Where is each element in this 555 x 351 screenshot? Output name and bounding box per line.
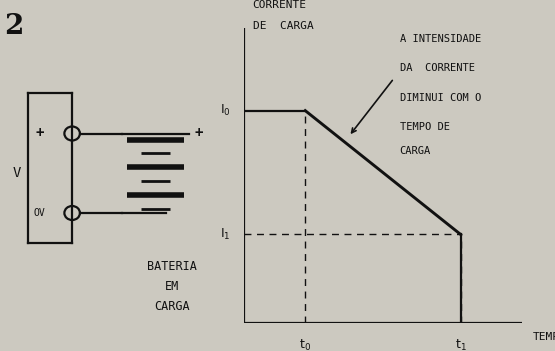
Text: CARGA: CARGA <box>154 299 190 312</box>
Text: EM: EM <box>165 279 179 292</box>
Text: CORRENTE: CORRENTE <box>253 0 306 11</box>
Text: DE  CARGA: DE CARGA <box>253 21 313 31</box>
Text: I$_0$: I$_0$ <box>220 103 230 118</box>
Text: TEMPO: TEMPO <box>533 332 555 342</box>
Text: A INTENSIDADE: A INTENSIDADE <box>400 34 481 44</box>
Text: DIMINUI COM O: DIMINUI COM O <box>400 93 481 103</box>
Text: V: V <box>12 166 21 180</box>
Text: CARGA: CARGA <box>400 146 431 156</box>
Text: 2: 2 <box>4 13 24 40</box>
Text: I$_1$: I$_1$ <box>220 227 230 242</box>
Text: BATERIA: BATERIA <box>147 259 197 272</box>
Text: DA  CORRENTE: DA CORRENTE <box>400 64 475 73</box>
Text: OV: OV <box>33 208 45 218</box>
Text: +: + <box>194 126 203 140</box>
Text: +: + <box>36 126 44 140</box>
Text: t$_0$: t$_0$ <box>299 338 311 351</box>
Text: TEMPO DE: TEMPO DE <box>400 122 450 132</box>
Text: t$_1$: t$_1$ <box>455 338 467 351</box>
